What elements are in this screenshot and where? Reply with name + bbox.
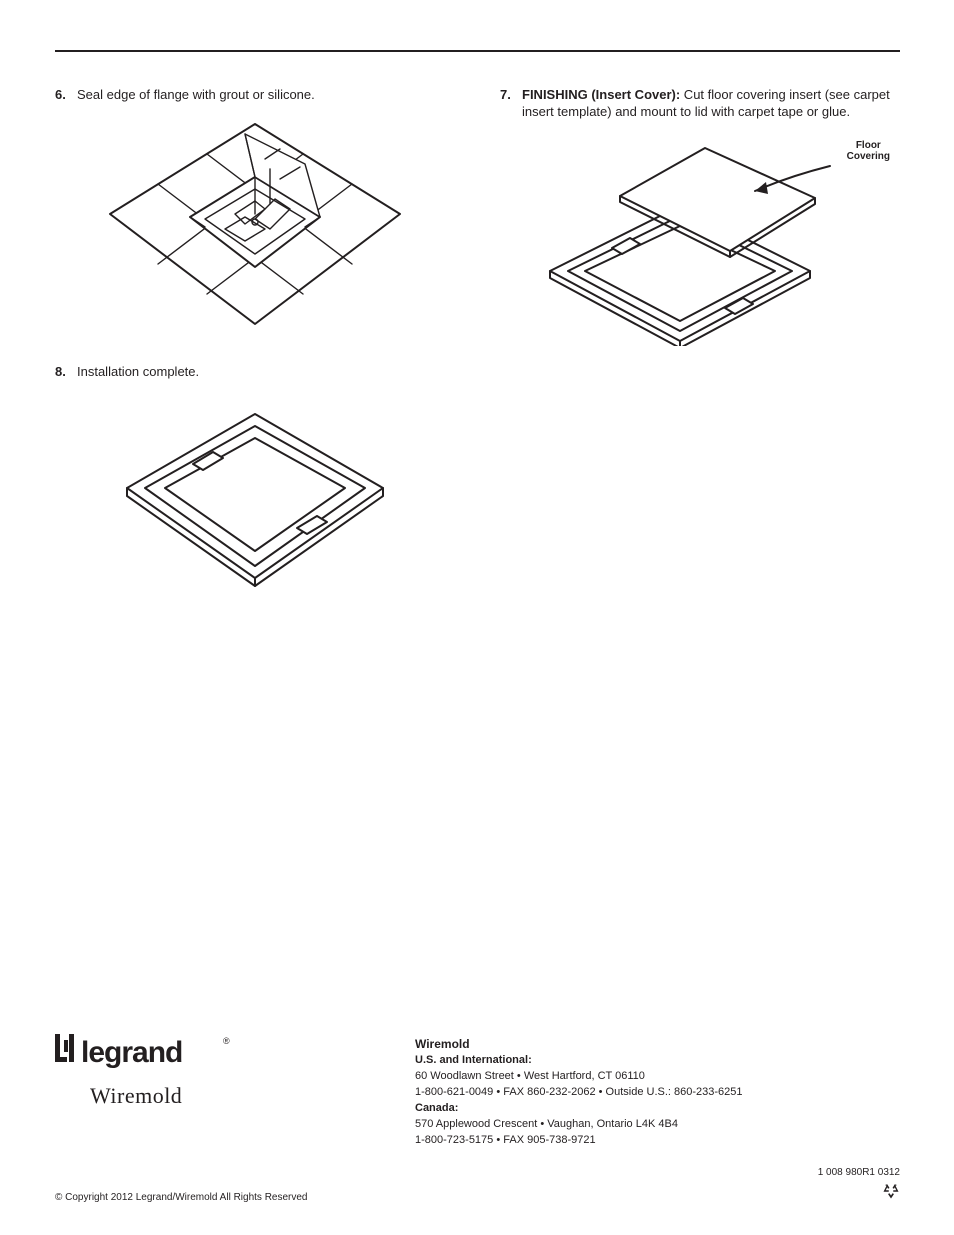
step-6-num: 6. (55, 87, 77, 104)
ca-addr: 570 Applewood Crescent • Vaughan, Ontari… (415, 1117, 743, 1133)
step-8-text: Installation complete. (77, 364, 455, 381)
svg-text:®: ® (223, 1036, 230, 1046)
step-6: 6. Seal edge of flange with grout or sil… (55, 87, 455, 104)
step-7-bold: FINISHING (Insert Cover): (522, 87, 680, 102)
step-8: 8. Installation complete. (55, 364, 455, 381)
wiremold-wordmark: Wiremold (90, 1083, 415, 1109)
us-phone: 1-800-621-0049 • FAX 860-232-2062 • Outs… (415, 1085, 743, 1101)
figure-6-svg (105, 119, 405, 329)
step-8-num: 8. (55, 364, 77, 381)
footer: legrand ® Wiremold Wiremold U.S. and Int… (55, 1032, 900, 1203)
figure-8-svg (115, 396, 395, 596)
doc-number: 1 008 980R1 0312 (818, 1167, 900, 1178)
step-7: 7. FINISHING (Insert Cover): Cut floor c… (500, 87, 900, 121)
figure-7: Floor Covering (500, 136, 900, 346)
logo-block: legrand ® Wiremold (55, 1032, 415, 1109)
right-column: 7. FINISHING (Insert Cover): Cut floor c… (500, 87, 900, 631)
svg-text:legrand: legrand (81, 1036, 182, 1069)
left-column: 6. Seal edge of flange with grout or sil… (55, 87, 455, 631)
copyright: © Copyright 2012 Legrand/Wiremold All Ri… (55, 1192, 308, 1203)
ca-label: Canada: (415, 1101, 743, 1117)
figure-6 (55, 119, 455, 329)
page-body: 6. Seal edge of flange with grout or sil… (55, 50, 900, 631)
floor-covering-callout: Floor Covering (847, 140, 890, 162)
recycle-icon (882, 1182, 900, 1200)
contact-brand: Wiremold (415, 1036, 743, 1053)
step-7-num: 7. (500, 87, 522, 121)
top-rule (55, 50, 900, 52)
ca-phone: 1-800-723-5175 • FAX 905-738-9721 (415, 1133, 743, 1149)
docnum-block: 1 008 980R1 0312 (818, 1167, 900, 1203)
us-label: U.S. and International: (415, 1053, 743, 1069)
content-columns: 6. Seal edge of flange with grout or sil… (55, 87, 900, 631)
step-6-text: Seal edge of flange with grout or silico… (77, 87, 455, 104)
step-7-text: FINISHING (Insert Cover): Cut floor cove… (522, 87, 900, 121)
contact-block: Wiremold U.S. and International: 60 Wood… (415, 1032, 743, 1149)
figure-8 (55, 396, 455, 596)
figure-7-svg (530, 136, 870, 346)
callout-line2: Covering (847, 151, 890, 162)
us-addr: 60 Woodlawn Street • West Hartford, CT 0… (415, 1069, 743, 1085)
legrand-logo: legrand ® (55, 1032, 235, 1074)
callout-line1: Floor (856, 140, 881, 151)
footer-top: legrand ® Wiremold Wiremold U.S. and Int… (55, 1032, 900, 1149)
footer-bottom: © Copyright 2012 Legrand/Wiremold All Ri… (55, 1167, 900, 1203)
